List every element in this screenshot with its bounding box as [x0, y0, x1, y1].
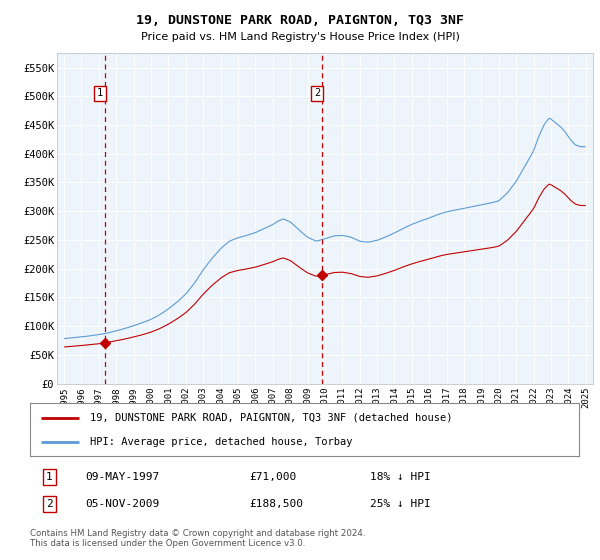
Text: 1: 1	[46, 472, 53, 482]
Text: Contains HM Land Registry data © Crown copyright and database right 2024.
This d: Contains HM Land Registry data © Crown c…	[30, 529, 365, 548]
Text: 2: 2	[46, 500, 53, 510]
Text: 25% ↓ HPI: 25% ↓ HPI	[370, 500, 431, 510]
Text: £71,000: £71,000	[250, 472, 297, 482]
Text: 18% ↓ HPI: 18% ↓ HPI	[370, 472, 431, 482]
Text: 1: 1	[97, 88, 103, 99]
Text: £188,500: £188,500	[250, 500, 304, 510]
Text: 19, DUNSTONE PARK ROAD, PAIGNTON, TQ3 3NF (detached house): 19, DUNSTONE PARK ROAD, PAIGNTON, TQ3 3N…	[91, 413, 453, 423]
Text: 2: 2	[314, 88, 320, 99]
Text: Price paid vs. HM Land Registry's House Price Index (HPI): Price paid vs. HM Land Registry's House …	[140, 32, 460, 43]
Text: 09-MAY-1997: 09-MAY-1997	[85, 472, 159, 482]
Text: HPI: Average price, detached house, Torbay: HPI: Average price, detached house, Torb…	[91, 437, 353, 447]
Text: 05-NOV-2009: 05-NOV-2009	[85, 500, 159, 510]
Text: 19, DUNSTONE PARK ROAD, PAIGNTON, TQ3 3NF: 19, DUNSTONE PARK ROAD, PAIGNTON, TQ3 3N…	[136, 14, 464, 27]
